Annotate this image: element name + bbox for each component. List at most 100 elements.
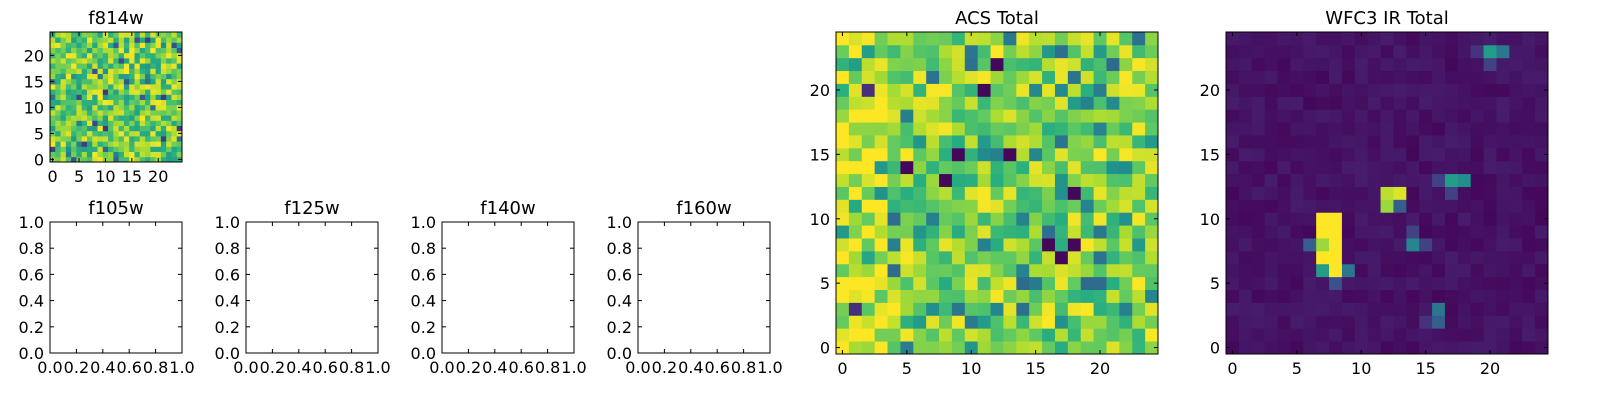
heatmap-cell — [1251, 109, 1266, 123]
heatmap-cell — [166, 125, 172, 132]
heatmap-cell — [1264, 315, 1278, 329]
heatmap-cell — [1303, 302, 1317, 316]
heatmap-cell — [1483, 341, 1497, 355]
heatmap-cell — [123, 151, 130, 158]
x-tick-label: 0.4 — [286, 358, 311, 377]
heatmap-cell — [836, 32, 850, 46]
heatmap-cell — [1016, 238, 1030, 252]
heatmap-cell — [113, 37, 120, 43]
heatmap-cell — [1080, 83, 1094, 97]
heatmap-cell — [139, 52, 146, 59]
heatmap-cell — [1406, 32, 1420, 46]
axes-frame — [1225, 31, 1549, 355]
heatmap-cell — [129, 146, 135, 152]
heatmap-cell — [150, 125, 156, 132]
heatmap-cell — [1106, 238, 1120, 252]
heatmap-cell — [926, 96, 940, 110]
heatmap-cell — [1522, 212, 1536, 226]
heatmap-cell — [913, 250, 927, 265]
heatmap-cell — [1457, 263, 1472, 278]
heatmap-cell — [108, 156, 114, 163]
heatmap-cell — [71, 47, 77, 54]
heatmap-cell — [1290, 341, 1304, 355]
heatmap-cell — [848, 199, 863, 213]
heatmap-cell — [1054, 160, 1069, 175]
heatmap-cell — [1132, 212, 1146, 226]
heatmap-cell — [1380, 302, 1394, 316]
heatmap-cell — [900, 276, 914, 290]
heatmap-cell — [1509, 109, 1523, 123]
heatmap-cell — [171, 151, 178, 158]
heatmap-cell — [118, 156, 125, 163]
heatmap-cell — [1406, 212, 1420, 226]
heatmap-cell — [1341, 160, 1356, 175]
heatmap-cell — [1393, 96, 1407, 110]
heatmap-cell — [1329, 315, 1343, 329]
heatmap-cell — [1093, 44, 1107, 59]
heatmap-cell — [1329, 173, 1343, 187]
heatmap-cell — [1290, 238, 1304, 252]
heatmap-cell — [836, 57, 850, 72]
heatmap-cell — [1457, 328, 1472, 342]
heatmap-cell — [160, 104, 167, 111]
heatmap-cell — [1470, 186, 1484, 200]
heatmap-cell — [166, 47, 172, 54]
heatmap-cell — [1367, 83, 1381, 97]
heatmap-cell — [1483, 212, 1497, 226]
heatmap-cell — [1238, 315, 1253, 329]
heatmap-cell — [1093, 186, 1107, 200]
heatmap-cell — [900, 109, 914, 123]
heatmap-cell — [964, 315, 979, 329]
heatmap-cell — [1483, 328, 1497, 342]
heatmap-cell — [1522, 109, 1536, 123]
heatmap-cell — [1132, 32, 1146, 46]
heatmap-cell — [1432, 83, 1446, 97]
heatmap-cell — [1251, 32, 1266, 46]
heatmap-cell — [977, 315, 991, 329]
heatmap-cell — [102, 141, 109, 147]
heatmap-cell — [113, 125, 120, 132]
heatmap-cell — [874, 199, 888, 213]
heatmap-cell — [102, 73, 109, 80]
heatmap-cell — [874, 186, 888, 200]
heatmap-cell — [60, 63, 67, 69]
heatmap-cell — [1483, 315, 1497, 329]
heatmap-cell — [50, 68, 56, 74]
y-tick-label: 20 — [810, 81, 830, 100]
heatmap-cell — [97, 94, 104, 100]
heatmap-cell — [1093, 302, 1107, 316]
heatmap-cell — [913, 32, 927, 46]
heatmap-cell — [1119, 212, 1133, 226]
heatmap-cell — [1509, 173, 1523, 187]
heatmap-cell — [1522, 225, 1536, 239]
heatmap-cell — [1303, 83, 1317, 97]
x-tick-label: 10 — [961, 359, 981, 378]
heatmap-cell — [71, 125, 77, 132]
heatmap-cell — [123, 99, 130, 106]
heatmap-cell — [848, 225, 863, 239]
heatmap-cell — [171, 32, 178, 38]
heatmap-cell — [1251, 250, 1266, 265]
heatmap-cell — [1354, 212, 1369, 226]
heatmap-cell — [1029, 250, 1043, 265]
heatmap-cell — [1367, 199, 1381, 213]
heatmap-cell — [97, 89, 104, 95]
heatmap-cell — [1145, 160, 1159, 175]
heatmap-cell — [951, 44, 966, 59]
heatmap-cell — [900, 32, 914, 46]
x-tick-label: 0.8 — [143, 358, 168, 377]
heatmap-cell — [108, 73, 114, 80]
heatmap-cell — [913, 263, 927, 278]
x-tick-label: 20 — [1480, 359, 1500, 378]
heatmap-cell — [887, 225, 901, 239]
heatmap-cell — [861, 302, 876, 316]
heatmap-cell — [150, 78, 156, 85]
heatmap-cell — [1496, 147, 1510, 162]
heatmap-cell — [1419, 315, 1433, 329]
y-tick-label: 0.8 — [19, 239, 44, 258]
heatmap-cell — [160, 141, 167, 147]
heatmap-cell — [1341, 96, 1356, 110]
heatmap-cell — [60, 73, 67, 80]
heatmap-cell — [1093, 341, 1107, 355]
heatmap-cell — [1264, 57, 1278, 72]
